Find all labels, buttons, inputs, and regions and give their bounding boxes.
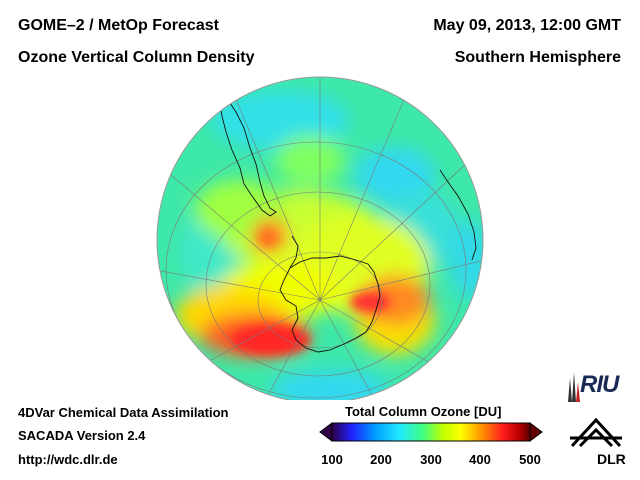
colorbar — [319, 422, 543, 442]
riu-logo-text: RIU — [580, 371, 619, 398]
colorbar-high-arrow — [529, 422, 543, 442]
dlr-logo-text: DLR — [597, 451, 626, 467]
colorbar-tick-300: 300 — [420, 452, 442, 467]
title-line-2: Ozone Vertical Column Density — [18, 49, 255, 66]
footer-url: http://wdc.dlr.de — [18, 452, 118, 467]
ozone-maxima — [230, 229, 390, 355]
colorbar-tick-400: 400 — [469, 452, 491, 467]
colorbar-title: Total Column Ozone [DU] — [345, 404, 502, 419]
forecast-date: May 09, 2013, 12:00 GMT — [433, 17, 621, 34]
ozone-globe-map — [156, 76, 484, 400]
globe-outline — [156, 76, 484, 400]
colorbar-tick-200: 200 — [370, 452, 392, 467]
footer-line-1: 4DVar Chemical Data Assimilation — [18, 405, 229, 420]
colorbar-low-arrow — [319, 422, 333, 442]
colorbar-tick-100: 100 — [321, 452, 343, 467]
colorbar-gradient — [331, 422, 531, 442]
hemisphere-label: Southern Hemisphere — [454, 49, 621, 66]
colorbar-tick-500: 500 — [519, 452, 541, 467]
footer-line-2: SACADA Version 2.4 — [18, 428, 146, 443]
title-line-1: GOME–2 / MetOp Forecast — [18, 17, 219, 34]
riu-logo-icon — [568, 372, 580, 402]
dlr-logo-icon — [570, 417, 622, 448]
